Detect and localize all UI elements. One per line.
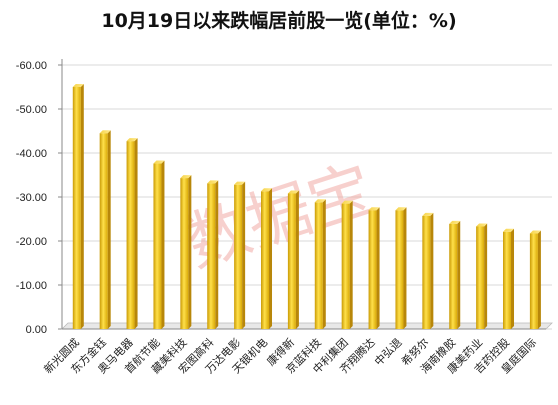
bar-side	[134, 138, 138, 329]
bar	[395, 207, 407, 329]
bar	[126, 138, 138, 329]
bar	[529, 230, 541, 329]
bar-side	[322, 199, 326, 329]
bar-side	[457, 220, 461, 329]
y-tick-label: -40.00	[16, 148, 47, 160]
bar-top	[153, 160, 165, 164]
bar-side	[376, 207, 380, 329]
bar-front	[72, 87, 81, 329]
bar-front	[126, 141, 135, 329]
bar-side	[430, 212, 434, 329]
bar-top	[234, 181, 246, 185]
bar	[180, 175, 192, 329]
bar-side	[269, 188, 273, 329]
bar-side	[511, 228, 515, 329]
bar-top	[180, 175, 192, 179]
bar-top	[449, 220, 461, 224]
bar	[368, 207, 380, 329]
bar-front	[207, 183, 216, 329]
bar-side	[484, 223, 488, 329]
bar-top	[529, 230, 541, 234]
bar-side	[161, 160, 165, 329]
bar-top	[287, 190, 299, 194]
bar-front	[261, 191, 270, 329]
bar-front	[503, 231, 512, 329]
bar-front	[422, 215, 431, 329]
bar	[503, 228, 515, 329]
bar-top	[476, 223, 488, 227]
bar-side	[107, 130, 111, 329]
bar	[314, 199, 326, 329]
bar-top	[368, 207, 380, 211]
bar-side	[80, 84, 84, 329]
x-category-label: 中弘退	[372, 336, 405, 369]
bar-front	[234, 184, 243, 329]
bar-front	[476, 226, 485, 329]
bar-front	[314, 202, 323, 329]
bar-top	[341, 200, 353, 204]
y-tick-label: 0.00	[26, 324, 47, 336]
bar	[99, 130, 111, 329]
y-tick-labels: -60.00 -50.00 -40.00 -30.00 -20.00 -10.00 0.00	[16, 60, 47, 336]
bar	[72, 84, 84, 329]
bar-front	[449, 223, 458, 329]
bar-top	[422, 212, 434, 216]
bar	[261, 188, 273, 329]
bar-front	[180, 178, 189, 329]
bar-front	[287, 193, 296, 329]
bar	[287, 190, 299, 329]
x-category-labels: 新光圆成东方金钰奥马电器首航节能藏美科技宏图高科万达电影天银机电康得新京蓝科技中…	[41, 335, 539, 376]
bar-top	[126, 138, 138, 142]
bar-side	[242, 181, 246, 329]
y-tick-label: -20.00	[16, 236, 47, 248]
bar-top	[261, 188, 273, 192]
bar	[207, 180, 219, 329]
y-tick-label: -50.00	[16, 104, 47, 116]
chart-title: 10月19日以来跌幅居前股一览(单位：%)	[101, 10, 457, 32]
y-tick-label: -30.00	[16, 192, 47, 204]
bar-side	[349, 200, 353, 329]
y-tick-label: -10.00	[16, 280, 47, 292]
bar-side	[215, 180, 219, 329]
bar-top	[99, 130, 111, 134]
bar-top	[314, 199, 326, 203]
bar-front	[99, 133, 108, 329]
bar	[449, 220, 461, 329]
bar	[341, 200, 353, 329]
bar-front	[395, 210, 404, 329]
bar	[422, 212, 434, 329]
bar	[153, 160, 165, 329]
bar-top	[207, 180, 219, 184]
bar-front	[153, 163, 162, 329]
bar-top	[72, 84, 84, 87]
bar-front	[529, 233, 538, 329]
bar-side	[537, 230, 541, 329]
bar-side	[403, 207, 407, 329]
bars	[72, 84, 541, 329]
bar-side	[295, 190, 299, 329]
bar-top	[395, 207, 407, 211]
bar-top	[503, 228, 515, 232]
bar-front	[341, 203, 350, 329]
bar-side	[188, 175, 192, 329]
y-tick-label: -60.00	[16, 60, 47, 72]
bar-front	[368, 210, 377, 329]
bar	[476, 223, 488, 329]
bar	[234, 181, 246, 329]
